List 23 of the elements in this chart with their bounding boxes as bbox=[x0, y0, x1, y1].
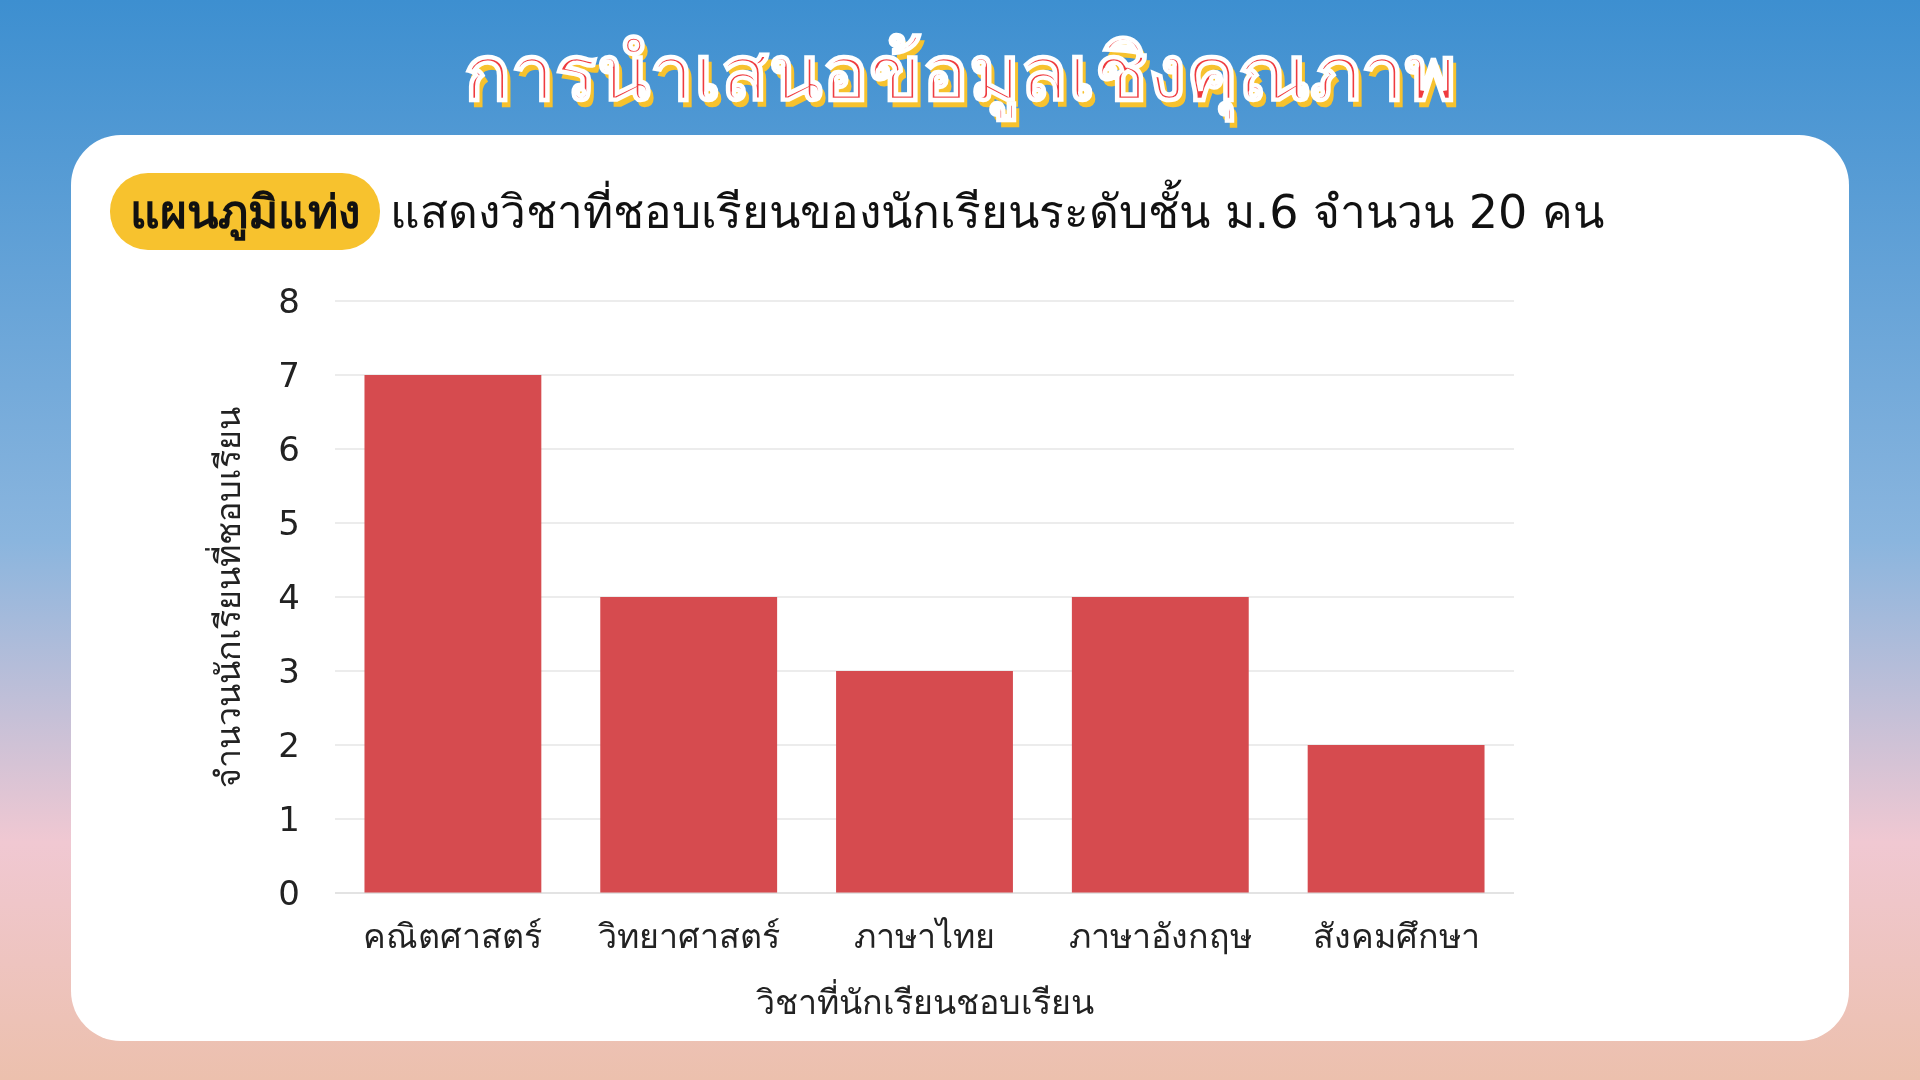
x-axis-title: วิชาที่นักเรียนชอบเรียน bbox=[755, 979, 1094, 1022]
y-tick-label: 8 bbox=[278, 281, 300, 321]
x-tick-label: ภาษาอังกฤษ bbox=[1068, 916, 1252, 956]
y-axis-title: จำนวนนักเรียนที่ชอบเรียน bbox=[205, 406, 248, 788]
x-tick-label: สังคมศึกษา bbox=[1312, 916, 1480, 956]
y-tick-label: 6 bbox=[278, 429, 300, 469]
y-tick-label: 0 bbox=[278, 873, 300, 913]
bar bbox=[836, 671, 1013, 893]
bar bbox=[364, 375, 542, 893]
y-tick-label: 7 bbox=[278, 355, 300, 395]
bar bbox=[600, 597, 778, 893]
y-tick-label: 3 bbox=[278, 651, 300, 691]
x-tick-label: วิทยาศาสตร์ bbox=[597, 916, 780, 956]
y-tick-label: 5 bbox=[278, 503, 300, 543]
x-tick-label: ภาษาไทย bbox=[854, 916, 995, 956]
y-tick-label: 2 bbox=[278, 725, 300, 765]
y-tick-label: 4 bbox=[278, 577, 300, 617]
bar bbox=[1071, 597, 1249, 893]
x-tick-label: คณิตศาสตร์ bbox=[363, 916, 543, 956]
y-tick-label: 1 bbox=[278, 799, 300, 839]
text: แสดงวิชาที่ชอบเรียนของนักเรียนระดับชั้น ม.6 จำนวน 20 คน bbox=[390, 179, 1604, 239]
chart-subtitle: แผนภูมิแท่ง bbox=[130, 185, 360, 241]
bar bbox=[1307, 745, 1485, 893]
